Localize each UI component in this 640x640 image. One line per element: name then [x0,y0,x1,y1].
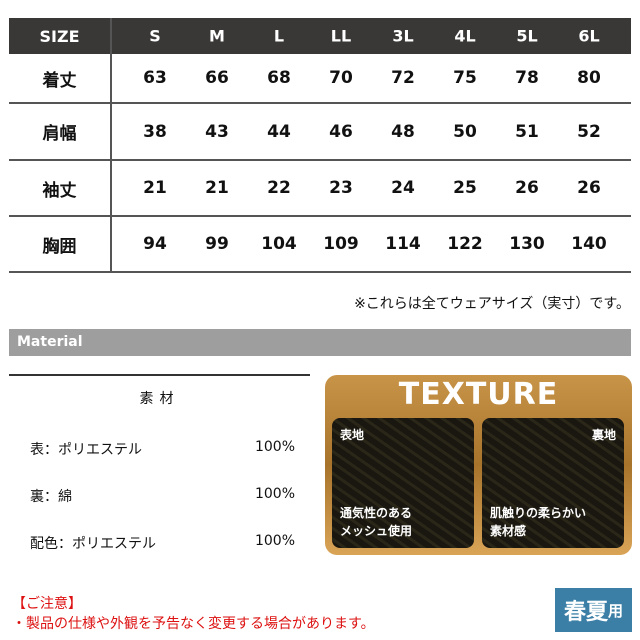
row-cells: 21 21 22 23 24 25 26 26 [110,161,631,215]
table-cell: 72 [391,68,415,88]
table-cell: 130 [509,234,545,254]
season-badge-suffix: 用 [608,601,624,620]
table-row: 肩幅 38 43 44 46 48 50 51 52 [9,104,631,161]
table-cell: 70 [329,68,353,88]
size-header-row: SIZE S M L LL 3L 4L 5L 6L [9,18,631,54]
size-note: ※これらは全てウェアサイズ（実寸）です。 [354,296,630,312]
front-fabric-description: 通気性のある メッシュ使用 [340,504,412,540]
back-fabric-image: 裏地 肌触りの柔らかい 素材感 [482,418,624,548]
material-section-title: Material [9,329,631,356]
table-cell: 75 [453,68,477,88]
texture-panel: TEXTURE 表地 通気性のある メッシュ使用 裏地 肌触りの柔らかい 素材感 [325,375,632,555]
table-cell: 78 [515,68,539,88]
size-header-6L: 6L [578,26,600,46]
table-cell: 22 [267,178,291,198]
size-header-LL: LL [330,26,352,46]
back-fabric-description: 肌触りの柔らかい 素材感 [490,504,586,540]
size-header-4L: 4L [454,26,476,46]
table-cell: 38 [143,121,167,142]
table-cell: 114 [385,234,421,254]
material-percent: 100% [254,486,295,502]
table-cell: 109 [323,234,359,254]
size-header-5L: 5L [516,26,538,46]
size-header-L: L [273,26,285,46]
table-cell: 46 [329,121,353,142]
divider [9,374,310,376]
table-cell: 21 [205,178,229,198]
table-cell: 26 [577,178,601,198]
table-cell: 94 [143,234,167,254]
table-cell: 140 [571,234,607,254]
table-cell: 66 [205,68,229,88]
table-row: 着丈 63 66 68 70 72 75 78 80 [9,54,631,104]
table-cell: 52 [577,121,601,142]
material-percent: 100% [254,439,295,455]
table-row: 袖丈 21 21 22 23 24 25 26 26 [9,161,631,217]
row-cells: 94 99 104 109 114 122 130 140 [110,217,631,271]
table-cell: 51 [515,121,539,142]
table-cell: 99 [205,234,229,254]
caution-title: 【ご注意】 [12,596,82,612]
row-label: 胸囲 [42,236,77,257]
material-row: 表：ポリエステル 100% [30,439,295,459]
row-label: 着丈 [42,70,77,91]
material-part: 表：ポリエステル [30,442,142,458]
size-header-S: S [149,26,161,46]
material-header: 素材 [139,391,180,407]
table-cell: 50 [453,121,477,142]
table-cell: 63 [143,68,167,88]
caution-notice: 【ご注意】 ・製品の仕様や外観を予告なく変更する場合があります。 [12,594,375,634]
material-part: 配色：ポリエステル [30,536,156,552]
season-badge: 春夏用 [555,588,632,632]
table-cell: 48 [391,121,415,142]
table-cell: 23 [329,178,353,198]
table-cell: 43 [205,121,229,142]
row-cells: 38 43 44 46 48 50 51 52 [110,104,631,159]
row-cells: 63 66 68 70 72 75 78 80 [110,54,631,102]
size-header-3L: 3L [392,26,414,46]
material-row: 配色：ポリエステル 100% [30,533,295,553]
table-cell: 122 [447,234,483,254]
table-cell: 21 [143,178,167,198]
caution-text: ・製品の仕様や外観を予告なく変更する場合があります。 [12,616,375,632]
size-header-cells: S M L LL 3L 4L 5L 6L [110,18,631,54]
back-fabric-desc: 素材感 [490,524,527,538]
material-percent: 100% [254,533,295,549]
season-badge-main: 春夏 [563,600,608,625]
table-cell: 24 [391,178,415,198]
table-cell: 68 [267,68,291,88]
row-label: 袖丈 [42,180,77,201]
front-fabric-label: 表地 [340,428,365,442]
size-header-M: M [209,26,225,46]
table-cell: 25 [453,178,477,198]
back-fabric-label: 裏地 [591,428,616,442]
front-fabric-desc: メッシュ使用 [340,524,413,538]
column-divider [110,18,112,273]
table-cell: 80 [577,68,601,88]
material-row: 裏：綿 100% [30,486,295,506]
table-cell: 104 [261,234,297,254]
front-fabric-desc: 通気性のある [340,506,413,520]
table-row: 胸囲 94 99 104 109 114 122 130 140 [9,217,631,273]
front-fabric-image: 表地 通気性のある メッシュ使用 [332,418,474,548]
table-cell: 44 [267,121,291,142]
row-label: 肩幅 [42,124,77,144]
texture-title: TEXTURE [398,377,559,412]
back-fabric-desc: 肌触りの柔らかい [490,506,587,520]
table-cell: 26 [515,178,539,198]
size-header-label: SIZE [39,26,80,46]
material-part: 裏：綿 [30,489,72,505]
